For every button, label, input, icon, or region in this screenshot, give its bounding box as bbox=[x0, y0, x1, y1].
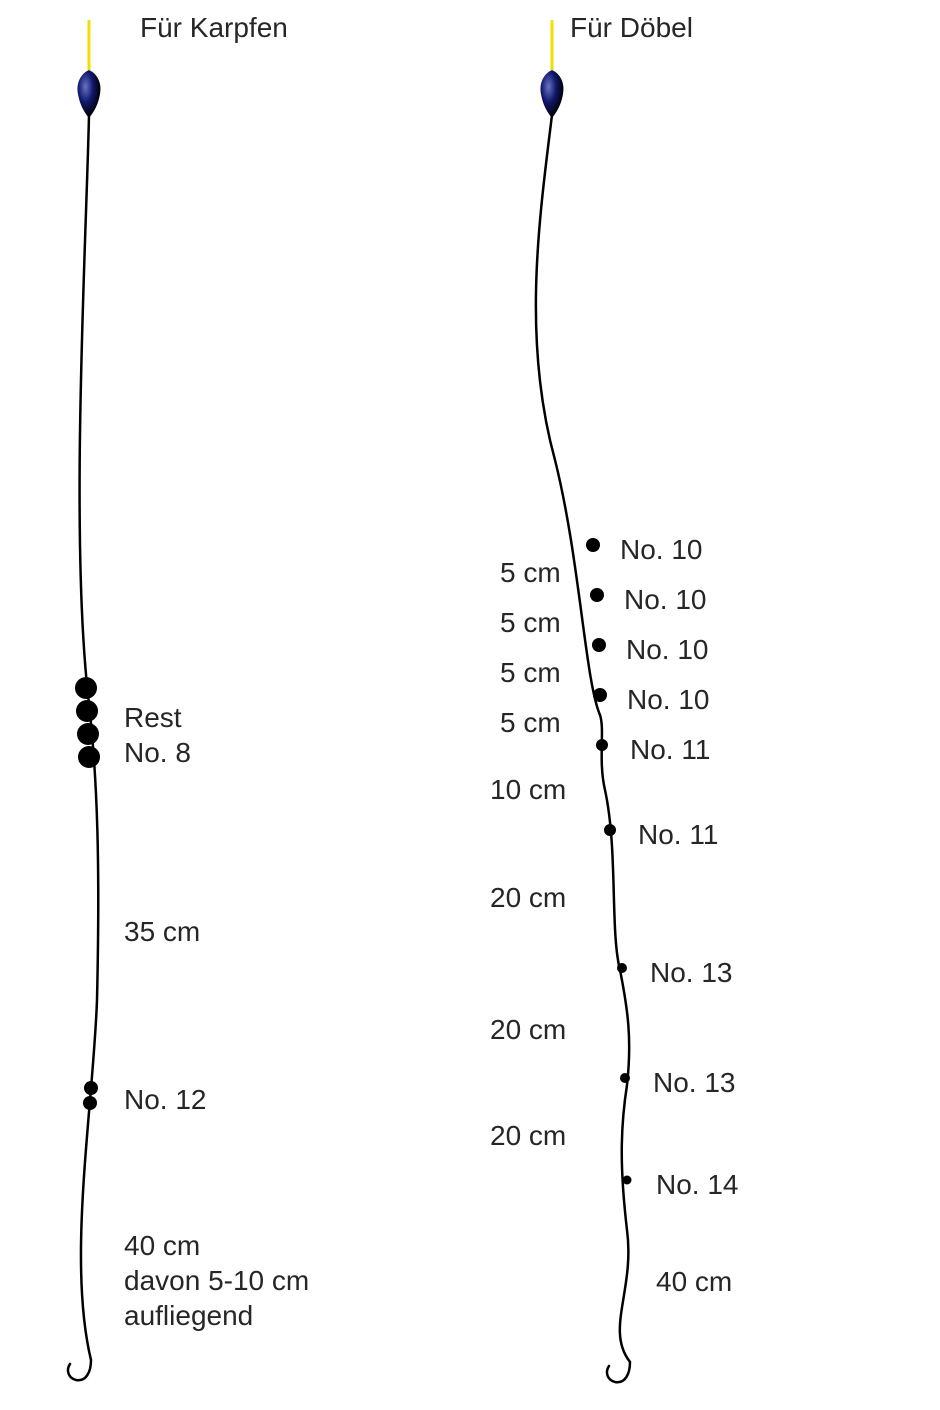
label-no13-1: No. 13 bbox=[650, 955, 733, 990]
label-no11-2: No. 11 bbox=[638, 817, 718, 852]
shot bbox=[83, 1096, 97, 1110]
label-no14: No. 14 bbox=[656, 1167, 739, 1202]
label-no10-2: No. 10 bbox=[624, 582, 707, 617]
label-no10-3: No. 10 bbox=[626, 632, 709, 667]
label-10cm: 10 cm bbox=[490, 772, 566, 807]
label-35cm: 35 cm bbox=[124, 914, 200, 949]
label-20cm-1: 20 cm bbox=[490, 880, 566, 915]
label-5cm-1: 5 cm bbox=[500, 555, 561, 590]
shot bbox=[623, 1176, 632, 1185]
label-no12: No. 12 bbox=[124, 1082, 207, 1117]
float-left bbox=[77, 70, 100, 118]
shot bbox=[75, 677, 97, 699]
shot bbox=[84, 1081, 98, 1095]
label-40cm-right: 40 cm bbox=[656, 1264, 732, 1299]
title-left: Für Karpfen bbox=[140, 12, 288, 44]
label-40cm-aufliegend: 40 cm davon 5-10 cm aufliegend bbox=[124, 1228, 309, 1333]
label-5cm-3: 5 cm bbox=[500, 655, 561, 690]
shot bbox=[586, 538, 600, 552]
shot bbox=[590, 588, 604, 602]
title-right: Für Döbel bbox=[570, 12, 693, 44]
label-5cm-4: 5 cm bbox=[500, 705, 561, 740]
float-right bbox=[540, 70, 563, 118]
label-5cm-2: 5 cm bbox=[500, 605, 561, 640]
shot bbox=[592, 638, 606, 652]
shot bbox=[593, 688, 607, 702]
shot bbox=[77, 723, 99, 745]
label-no10-4: No. 10 bbox=[627, 682, 710, 717]
label-20cm-3: 20 cm bbox=[490, 1118, 566, 1153]
hook-right bbox=[607, 1362, 630, 1382]
label-rest-no8: Rest No. 8 bbox=[124, 700, 191, 770]
shot bbox=[620, 1073, 630, 1083]
rig-left bbox=[68, 20, 101, 1380]
label-no10-1: No. 10 bbox=[620, 532, 703, 567]
shot bbox=[604, 824, 616, 836]
shot bbox=[76, 700, 98, 722]
label-no11-1: No. 11 bbox=[630, 732, 710, 767]
label-20cm-2: 20 cm bbox=[490, 1012, 566, 1047]
shot bbox=[78, 746, 100, 768]
label-no13-2: No. 13 bbox=[653, 1065, 736, 1100]
shot bbox=[596, 739, 608, 751]
hook-left bbox=[68, 1360, 91, 1380]
rig-right bbox=[536, 20, 632, 1382]
shot bbox=[617, 963, 627, 973]
